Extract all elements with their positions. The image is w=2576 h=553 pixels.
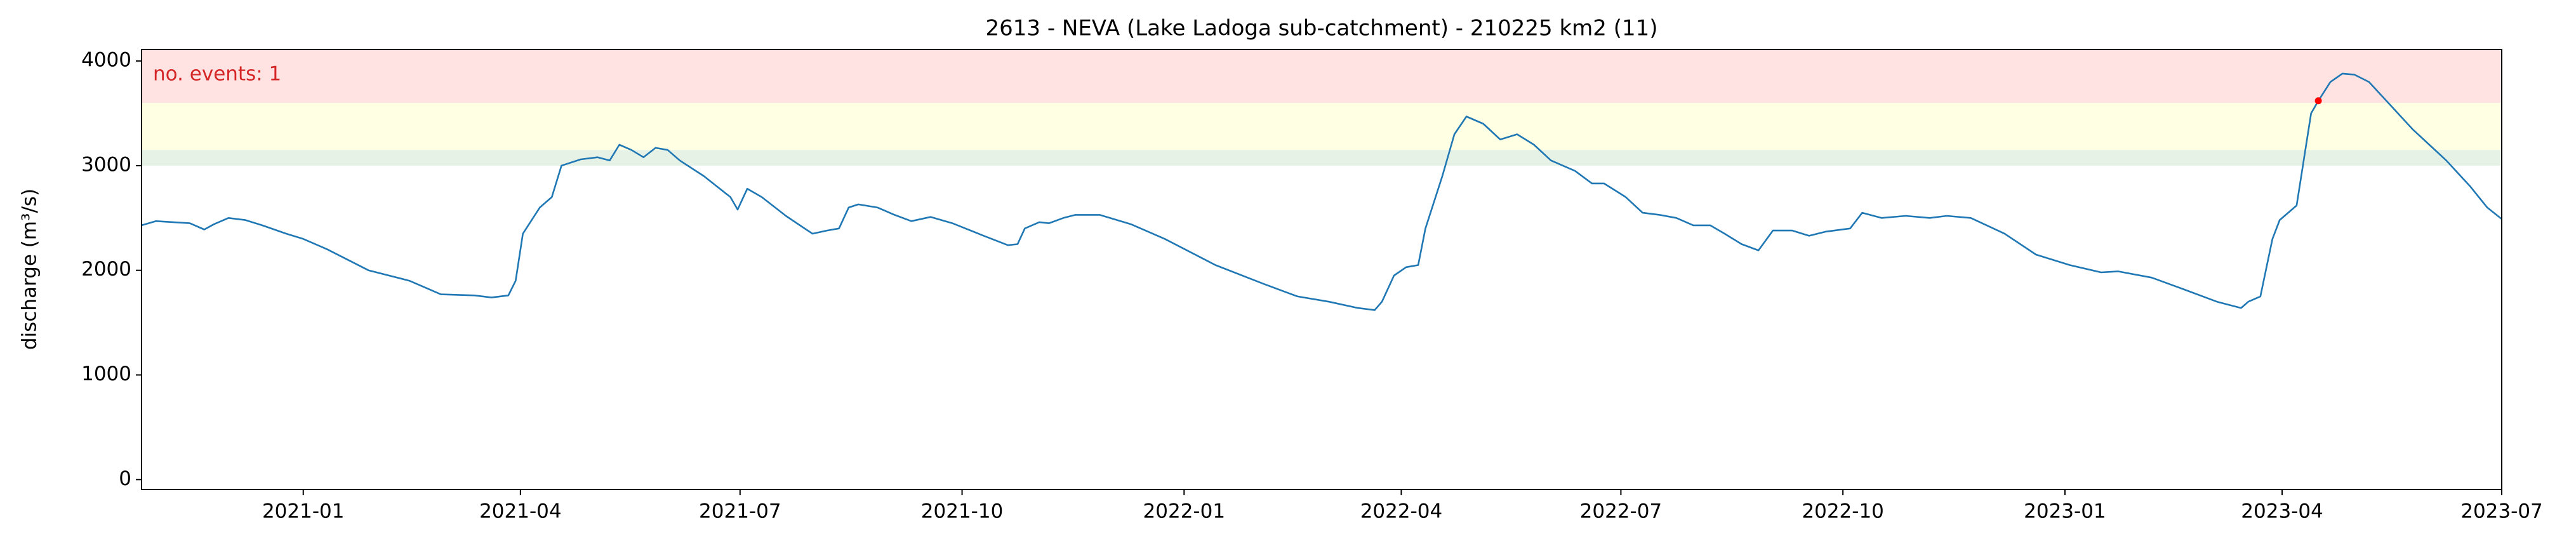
threshold-band bbox=[142, 103, 2502, 150]
x-tick-label: 2021-10 bbox=[921, 500, 1004, 523]
y-tick-label: 1000 bbox=[81, 363, 131, 385]
event-count: no. events: 1 bbox=[153, 63, 281, 86]
x-tick-label: 2023-04 bbox=[2241, 500, 2323, 523]
x-tick-label: 2021-04 bbox=[479, 500, 562, 523]
y-axis-label: discharge (m³/s) bbox=[18, 189, 41, 350]
discharge-line bbox=[141, 72, 2502, 311]
plot-frame bbox=[141, 49, 2502, 490]
x-tick-label: 2021-01 bbox=[262, 500, 345, 523]
x-tick-label: 2023-07 bbox=[2460, 500, 2543, 523]
chart-title: 2613 - NEVA (Lake Ladoga sub-catchment) … bbox=[985, 16, 1657, 41]
y-tick-label: 2000 bbox=[81, 258, 131, 281]
y-tick-label: 4000 bbox=[81, 49, 131, 72]
threshold-band bbox=[142, 50, 2502, 103]
x-tick-label: 2021-07 bbox=[699, 500, 781, 523]
event-point bbox=[2314, 97, 2322, 105]
x-tick-label: 2022-07 bbox=[1580, 500, 1663, 523]
threshold-band bbox=[142, 150, 2502, 166]
y-tick-label: 3000 bbox=[81, 153, 131, 176]
x-tick-label: 2022-01 bbox=[1143, 500, 1226, 523]
x-tick-label: 2023-01 bbox=[2024, 500, 2106, 523]
x-tick-label: 2022-04 bbox=[1360, 500, 1443, 523]
y-tick-label: 0 bbox=[119, 467, 131, 490]
x-tick-label: 2022-10 bbox=[1802, 500, 1884, 523]
